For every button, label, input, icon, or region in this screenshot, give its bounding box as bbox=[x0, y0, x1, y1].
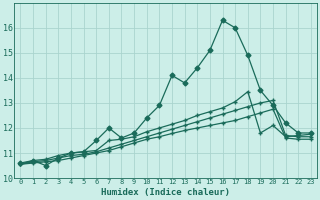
X-axis label: Humidex (Indice chaleur): Humidex (Indice chaleur) bbox=[101, 188, 230, 197]
